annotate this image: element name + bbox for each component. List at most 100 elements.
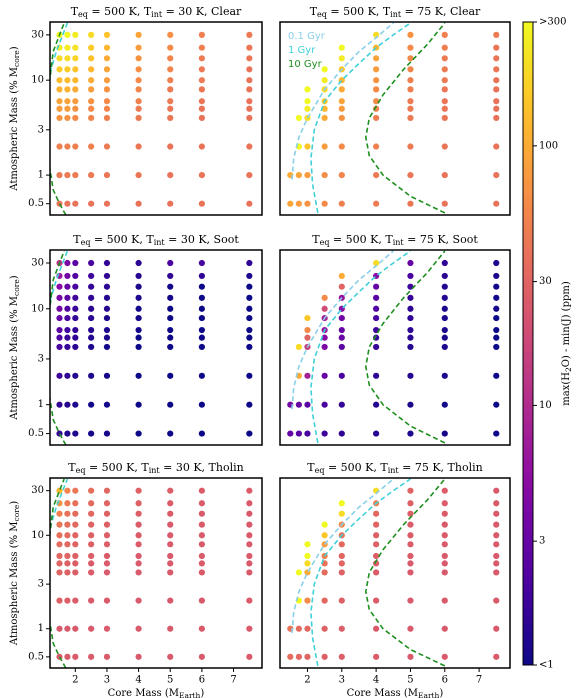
panel-title-part: = 30 K, Tholin — [160, 461, 244, 474]
data-point — [198, 541, 205, 548]
data-point — [198, 86, 205, 93]
colorbar-label: max(H2O) - min(J) (ppm) — [561, 281, 574, 406]
data-point — [441, 314, 448, 322]
data-point — [407, 326, 414, 334]
data-point — [198, 552, 205, 560]
panel-frame — [49, 249, 263, 446]
data-point — [64, 86, 71, 93]
age-curve — [310, 250, 411, 444]
data-point — [198, 343, 205, 351]
data-point — [441, 510, 448, 517]
data-point — [198, 569, 205, 576]
data-point — [88, 401, 95, 408]
data-point — [441, 55, 448, 62]
data-point — [493, 44, 500, 51]
age-curve — [50, 478, 67, 668]
data-point — [135, 172, 142, 179]
data-point — [295, 343, 302, 351]
data-point — [246, 172, 253, 179]
panel-frame — [49, 21, 263, 216]
data-point — [373, 143, 380, 150]
data-point — [493, 541, 500, 548]
data-point — [295, 625, 302, 632]
data-point — [198, 143, 205, 150]
data-point — [198, 532, 205, 539]
data-point — [287, 430, 294, 437]
data-point — [103, 283, 111, 290]
data-point — [407, 597, 414, 604]
colorbar-label-part: max(H — [561, 372, 572, 406]
x-tick-label: 4 — [373, 675, 379, 686]
y-tick-label: 3 — [38, 353, 44, 364]
data-point — [304, 105, 311, 112]
y-tick-label: 0.5 — [28, 651, 44, 662]
colorbar-tick-label: <1 — [539, 660, 554, 671]
colorbar-tick-label: 10 — [539, 400, 552, 411]
data-point — [198, 372, 205, 379]
data-point — [441, 31, 448, 38]
data-point — [64, 105, 71, 112]
data-point — [198, 272, 205, 280]
panel-title: Teq = 500 K, Tint = 75 K, Tholin — [307, 461, 482, 475]
data-point — [246, 552, 253, 560]
panel-title: Teq = 500 K, Tint = 30 K, Clear — [71, 5, 242, 19]
data-point — [295, 569, 302, 576]
data-point — [64, 541, 71, 548]
data-point — [103, 510, 111, 517]
data-point — [56, 532, 63, 539]
data-point — [373, 625, 380, 632]
y-tick-label: 1 — [38, 623, 44, 634]
data-point — [338, 105, 345, 112]
data-point — [338, 653, 345, 660]
data-point — [441, 597, 448, 604]
y-tick-label: 3 — [38, 579, 44, 590]
data-point — [407, 44, 414, 51]
age-curve — [50, 22, 67, 215]
data-point — [103, 597, 111, 604]
data-point — [167, 143, 174, 150]
data-point — [338, 200, 345, 207]
data-point — [493, 77, 500, 84]
data-point — [441, 305, 448, 312]
data-point — [407, 569, 414, 576]
data-point — [135, 66, 142, 73]
data-point — [103, 487, 111, 494]
plot-area — [50, 22, 253, 215]
data-point — [72, 569, 79, 576]
data-point — [321, 334, 328, 341]
data-point — [88, 532, 95, 539]
data-point — [72, 430, 79, 437]
data-point — [373, 314, 380, 322]
data-point — [103, 294, 111, 301]
data-point — [246, 259, 253, 267]
data-point — [338, 55, 345, 62]
data-point — [287, 653, 294, 660]
data-point — [135, 487, 142, 494]
data-point — [407, 521, 414, 528]
data-point — [493, 114, 500, 122]
panel-frame — [49, 477, 263, 669]
data-point — [407, 314, 414, 322]
data-point — [246, 500, 253, 507]
plot-area — [287, 478, 500, 667]
data-point — [321, 294, 328, 301]
data-point — [135, 305, 142, 312]
data-point — [72, 259, 79, 267]
data-point — [56, 55, 63, 62]
panel-frame — [279, 477, 511, 669]
data-point — [198, 294, 205, 301]
data-point — [407, 55, 414, 62]
y-tick-label: 10 — [31, 75, 44, 86]
data-point — [198, 334, 205, 341]
data-point — [103, 401, 111, 408]
y-tick-label: 0.5 — [28, 198, 44, 209]
data-point — [321, 653, 328, 660]
data-point — [167, 653, 174, 660]
panel-title-part: = 500 K, T — [88, 5, 152, 18]
data-point — [441, 430, 448, 437]
data-point — [338, 500, 345, 507]
data-point — [135, 569, 142, 576]
data-point — [198, 597, 205, 604]
data-point — [167, 500, 174, 507]
data-point — [72, 86, 79, 93]
